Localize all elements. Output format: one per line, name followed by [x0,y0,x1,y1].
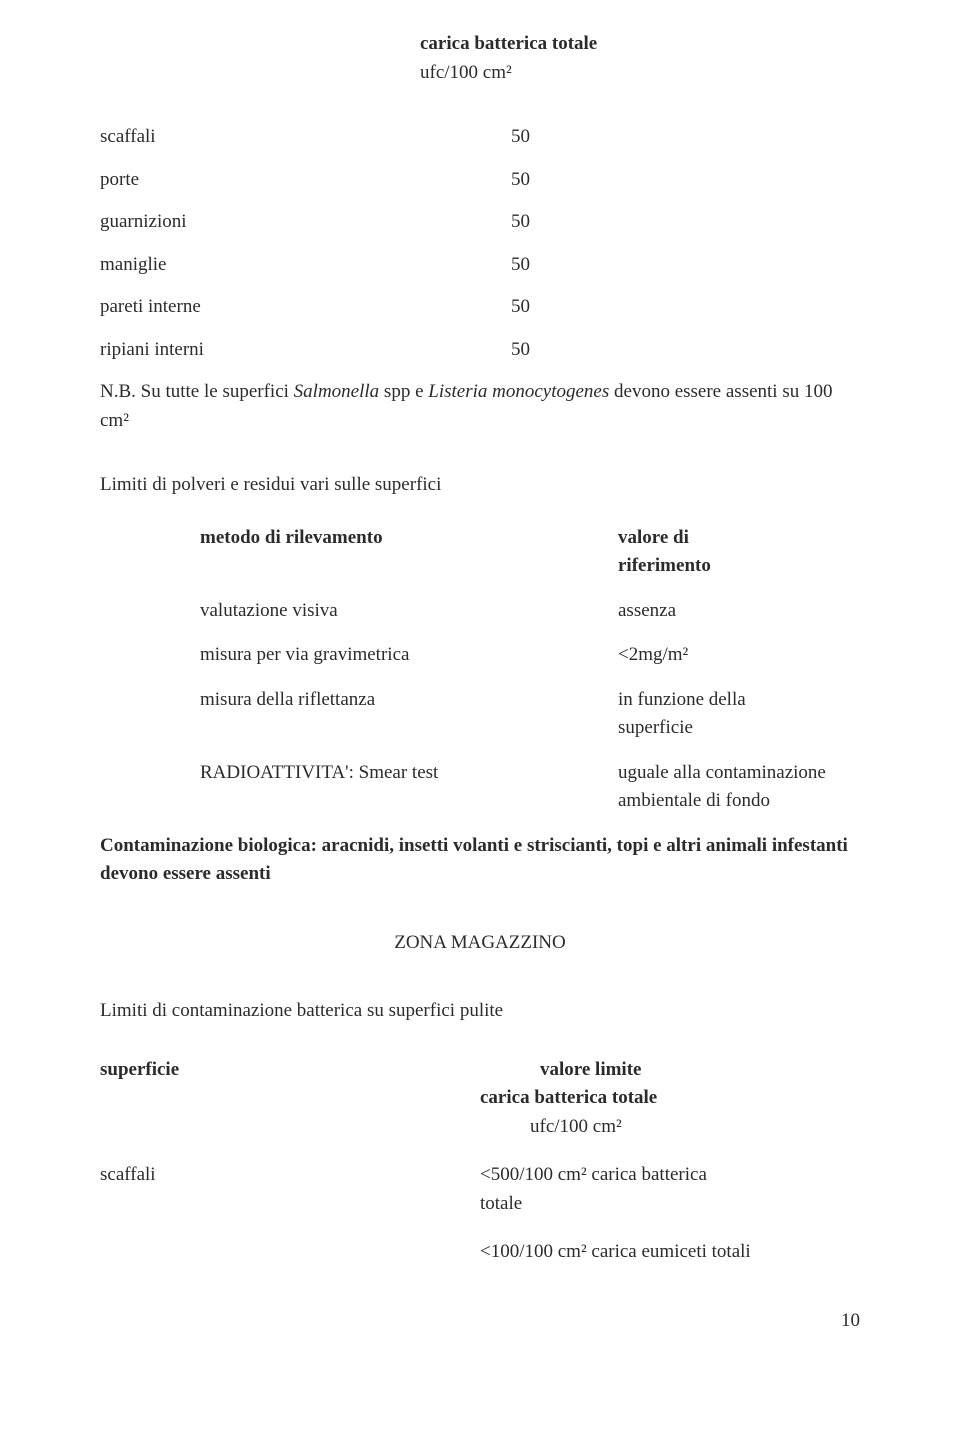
ufc-unit: ufc/100 cm² [480,1113,860,1142]
row-value: 50 [511,208,860,237]
last-line: <100/100 cm² carica eumiceti totali [480,1238,860,1267]
contamination-text: Contaminazione biologica: aracnidi, inse… [100,835,848,885]
methods-header: metodo di rilevamento valore di riferime… [100,524,860,581]
methods-right: uguale alla contaminazione ambientale di… [618,759,960,816]
methods-row: misura della riflettanza in funzione del… [100,686,860,743]
methods-left: misura per via gravimetrica [100,641,618,670]
table-row: ripiani interni 50 [100,336,860,365]
superficie-left: superficie [100,1056,480,1142]
methods-row: misura per via gravimetrica <2mg/m² [100,641,860,670]
methods-left: valutazione visiva [100,597,618,626]
methods-right: in funzione della superficie [618,686,960,743]
row-value: 50 [511,251,860,280]
methods-row: valutazione visiva assenza [100,597,860,626]
zona-title: ZONA MAGAZZINO [100,929,860,958]
contamination-note: Contaminazione biologica: aracnidi, inse… [100,832,860,889]
methods-header-right: valore di riferimento [618,524,960,581]
table-row: porte 50 [100,166,860,195]
table-row: pareti interne 50 [100,293,860,322]
row-label: ripiani interni [100,336,204,365]
table-row: guarnizioni 50 [100,208,860,237]
row-label: porte [100,166,139,195]
table-row: scaffali 50 [100,123,860,152]
nb-italic-salmonella: Salmonella [294,381,380,402]
superficie-right: valore limite carica batterica totale uf… [480,1056,860,1142]
row-label: guarnizioni [100,208,187,237]
methods-row: RADIOATTIVITA': Smear test uguale alla c… [100,759,860,816]
header-unit: ufc/100 cm² [420,59,860,88]
row-label: maniglie [100,251,166,280]
row-label: pareti interne [100,293,201,322]
row-value: 50 [511,166,860,195]
methods-left: RADIOATTIVITA': Smear test [100,759,618,816]
valore-limite: valore limite [480,1056,860,1085]
value-rows: scaffali 50 porte 50 guarnizioni 50 mani… [100,123,860,364]
header-title: carica batterica totale [420,30,860,59]
page-number: 10 [100,1307,860,1336]
carica-batterica: carica batterica totale [480,1084,860,1113]
scaffali-value: <500/100 cm² carica batterica totale [480,1161,860,1218]
superficie-header: superficie valore limite carica batteric… [100,1056,860,1142]
methods-header-left: metodo di rilevamento [100,524,618,581]
methods-right: assenza [618,597,960,626]
row-label: scaffali [100,123,156,152]
subhead-limiti: Limiti di polveri e residui vari sulle s… [100,471,860,500]
limiti2: Limiti di contaminazione batterica su su… [100,997,860,1026]
row-value: 50 [511,123,860,152]
nb-prefix: N.B. Su tutte le superfici [100,381,294,402]
nb-mid: spp e [379,381,428,402]
scaffali-label: scaffali [100,1161,480,1218]
table-row: maniglie 50 [100,251,860,280]
methods-right: <2mg/m² [618,641,960,670]
nb-italic-listeria: Listeria monocytogenes [428,381,609,402]
methods-left: misura della riflettanza [100,686,618,743]
header-block: carica batterica totale ufc/100 cm² [420,30,860,87]
row-value: 50 [511,293,860,322]
nb-note: N.B. Su tutte le superfici Salmonella sp… [100,378,860,435]
scaffali-row: scaffali <500/100 cm² carica batterica t… [100,1161,860,1218]
row-value: 50 [511,336,860,365]
page: carica batterica totale ufc/100 cm² scaf… [0,0,960,1375]
